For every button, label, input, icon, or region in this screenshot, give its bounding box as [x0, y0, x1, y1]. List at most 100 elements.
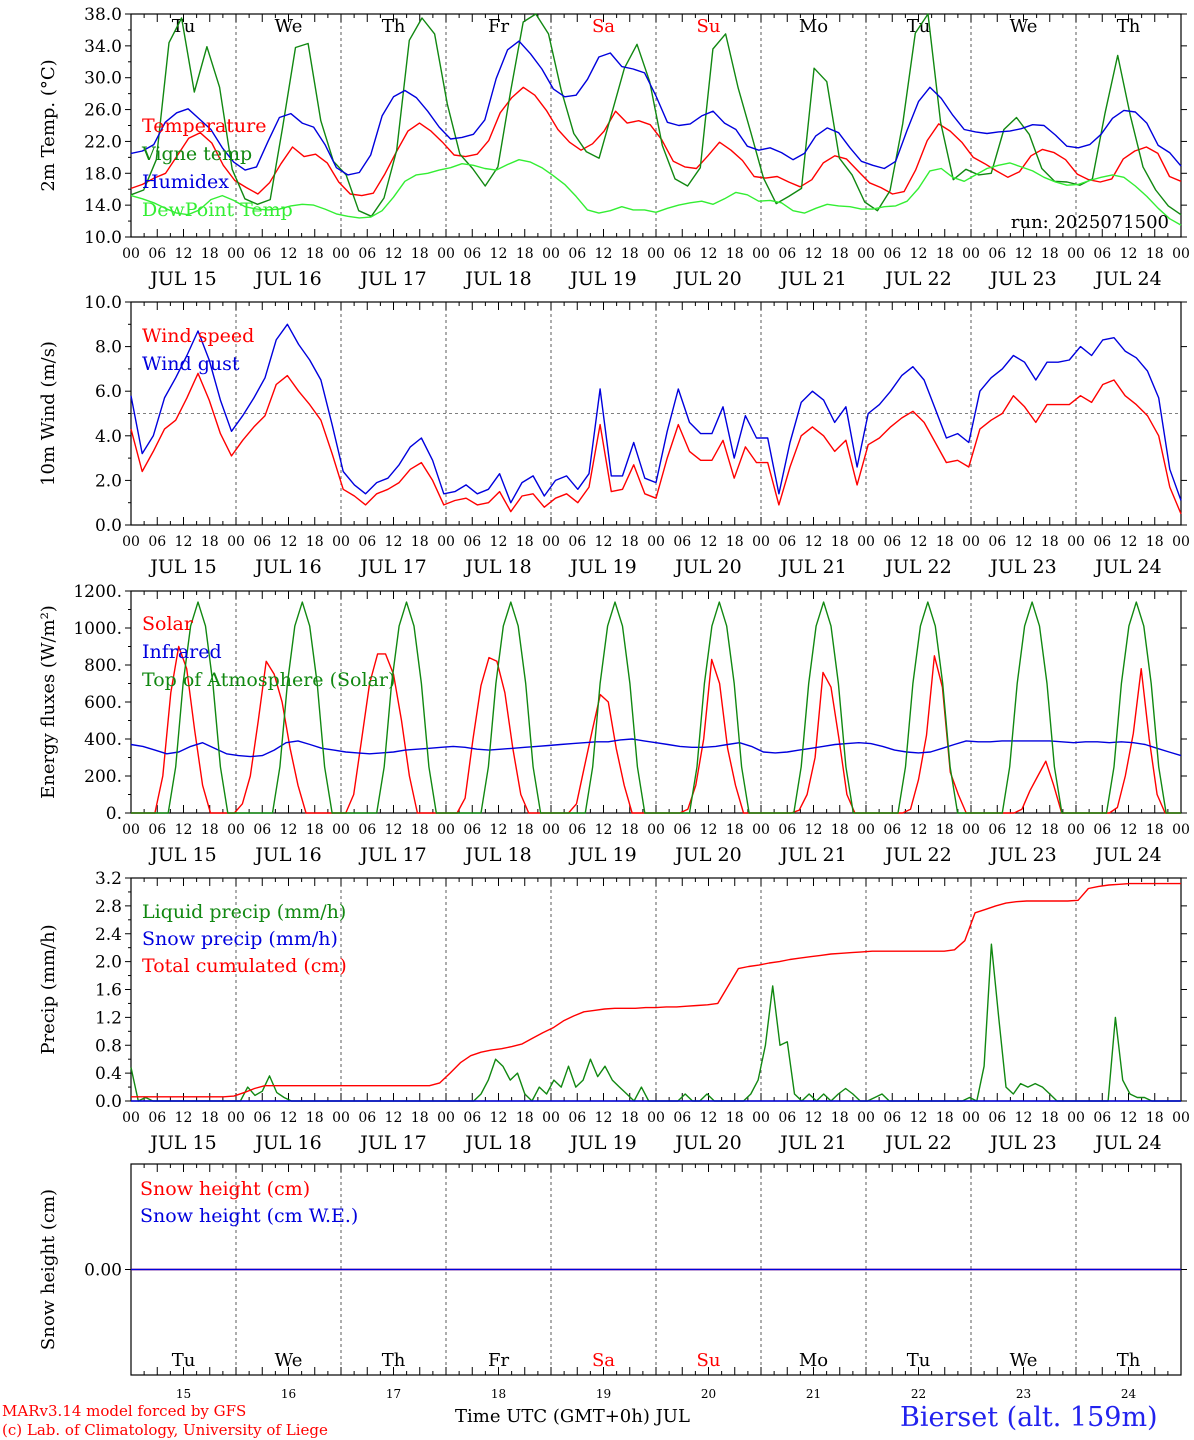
y-tick-label: 34.0	[84, 37, 122, 57]
x-hour-label: 12	[805, 246, 823, 262]
x-date-label: JUL 15	[148, 1132, 216, 1154]
x-date-label: JUL 17	[358, 268, 426, 290]
y-tick-label: 600.	[84, 693, 122, 713]
x-hour-label: 12	[595, 822, 613, 838]
weekday-label: Su	[697, 16, 721, 37]
x-hour-label: 00	[332, 534, 350, 550]
x-hour-label: 06	[778, 1110, 796, 1126]
x-hour-label: 12	[385, 1110, 403, 1126]
x-date-label: JUL 16	[253, 844, 321, 866]
legend-entry: Wind gust	[142, 353, 240, 375]
y-tick-label: 3.2	[95, 869, 122, 889]
legend-entry: Wind speed	[142, 325, 254, 347]
x-hour-label: 00	[962, 822, 980, 838]
y-tick-label: 400.	[84, 730, 122, 750]
x-hour-label: 00	[1067, 1110, 1085, 1126]
legend-entry: Snow precip (mm/h)	[142, 928, 338, 950]
x-hour-label: 06	[253, 822, 271, 838]
x-hour-label: 00	[437, 822, 455, 838]
y-tick-label: 26.0	[84, 101, 122, 121]
x-hour-label: 12	[595, 534, 613, 550]
x-hour-label: 06	[778, 822, 796, 838]
x-hour-label: 12	[805, 534, 823, 550]
y-tick-label: 22.0	[84, 132, 122, 152]
x-hour-label: 06	[1093, 822, 1111, 838]
x-date-label: JUL 23	[988, 268, 1056, 290]
x-hour-label: 12	[490, 1110, 508, 1126]
x-date-label: JUL 21	[778, 556, 846, 578]
series-line-temperature	[130, 86, 1182, 197]
x-date-label: JUL 21	[778, 268, 846, 290]
day-number-label: 20	[701, 1387, 716, 1401]
x-hour-label: 00	[122, 246, 140, 262]
y-tick-label: 6.0	[95, 382, 122, 402]
x-hour-label: 18	[621, 822, 639, 838]
x-date-label: JUL 23	[988, 1132, 1056, 1154]
x-date-label: JUL 24	[1093, 268, 1161, 290]
x-hour-label: 12	[1015, 1110, 1033, 1126]
x-hour-label: 06	[148, 822, 166, 838]
x-hour-label: 06	[568, 1110, 586, 1126]
y-tick-label: 38.0	[84, 5, 122, 25]
weekday-label: Su	[697, 1350, 721, 1371]
x-date-label: JUL 17	[358, 1132, 426, 1154]
legend-entry: Vigne temp	[141, 143, 252, 165]
x-date-label: JUL 22	[883, 268, 951, 290]
x-hour-label: 12	[175, 246, 193, 262]
x-hour-label: 18	[411, 534, 429, 550]
x-date-label: JUL 17	[358, 844, 426, 866]
x-hour-label: 06	[463, 534, 481, 550]
weekday-label: Fr	[488, 1350, 509, 1371]
x-date-label: JUL 19	[568, 1132, 636, 1154]
y-axis-label: 2m Temp. (°C)	[38, 59, 59, 191]
legend-entry: Total cumulated (cm)	[142, 955, 347, 977]
station-label: Bierset (alt. 159m)	[900, 1402, 1158, 1433]
x-date-label: JUL 15	[148, 556, 216, 578]
x-hour-label: 00	[542, 246, 560, 262]
x-hour-label: 00	[542, 1110, 560, 1126]
x-date-label: JUL 22	[883, 1132, 951, 1154]
day-number-label: 15	[176, 1387, 191, 1401]
y-tick-label: 1.2	[95, 1008, 122, 1028]
weekday-label: Th	[382, 1350, 406, 1371]
x-hour-label: 12	[175, 1110, 193, 1126]
x-hour-label: 06	[463, 246, 481, 262]
x-hour-label: 18	[831, 1110, 849, 1126]
x-hour-label: 00	[122, 822, 140, 838]
x-hour-label: 06	[463, 1110, 481, 1126]
y-tick-label: 2.4	[95, 925, 122, 945]
x-date-label: JUL 22	[883, 844, 951, 866]
x-hour-label: 06	[988, 1110, 1006, 1126]
panel-1: 10.0 14.0 18.0 22.0 26.0 30.0 34.0 38.0 2m Temp.…	[38, 5, 1190, 290]
x-hour-label: 12	[700, 534, 718, 550]
y-tick-label: 2.0	[95, 471, 122, 491]
y-tick-label: 8.0	[95, 338, 122, 358]
y-tick-label: 200.	[84, 767, 122, 787]
legend-entry: Snow height (cm)	[140, 1178, 310, 1200]
x-hour-label: 12	[1120, 1110, 1138, 1126]
x-hour-label: 06	[568, 246, 586, 262]
x-hour-label: 00	[1067, 534, 1085, 550]
x-hour-label: 00	[962, 246, 980, 262]
x-hour-label: 18	[831, 246, 849, 262]
x-hour-label: 06	[673, 246, 691, 262]
x-hour-label: 06	[568, 534, 586, 550]
x-hour-label: 06	[883, 534, 901, 550]
x-hour-label: 00	[1067, 246, 1085, 262]
x-date-label: JUL 17	[358, 556, 426, 578]
x-hour-label: 12	[805, 822, 823, 838]
x-date-label: JUL 21	[778, 844, 846, 866]
x-date-label: JUL 24	[1093, 1132, 1161, 1154]
x-hour-label: 12	[1015, 534, 1033, 550]
x-hour-label: 12	[490, 822, 508, 838]
x-hour-label: 18	[516, 246, 534, 262]
x-hour-label: 00	[437, 246, 455, 262]
x-hour-label: 06	[253, 246, 271, 262]
x-hour-label: 06	[1093, 246, 1111, 262]
x-hour-label: 12	[175, 822, 193, 838]
x-hour-label: 06	[253, 534, 271, 550]
x-hour-label: 06	[148, 1110, 166, 1126]
x-hour-label: 12	[595, 1110, 613, 1126]
x-hour-label: 00	[332, 822, 350, 838]
y-tick-label: 0.	[106, 804, 122, 824]
